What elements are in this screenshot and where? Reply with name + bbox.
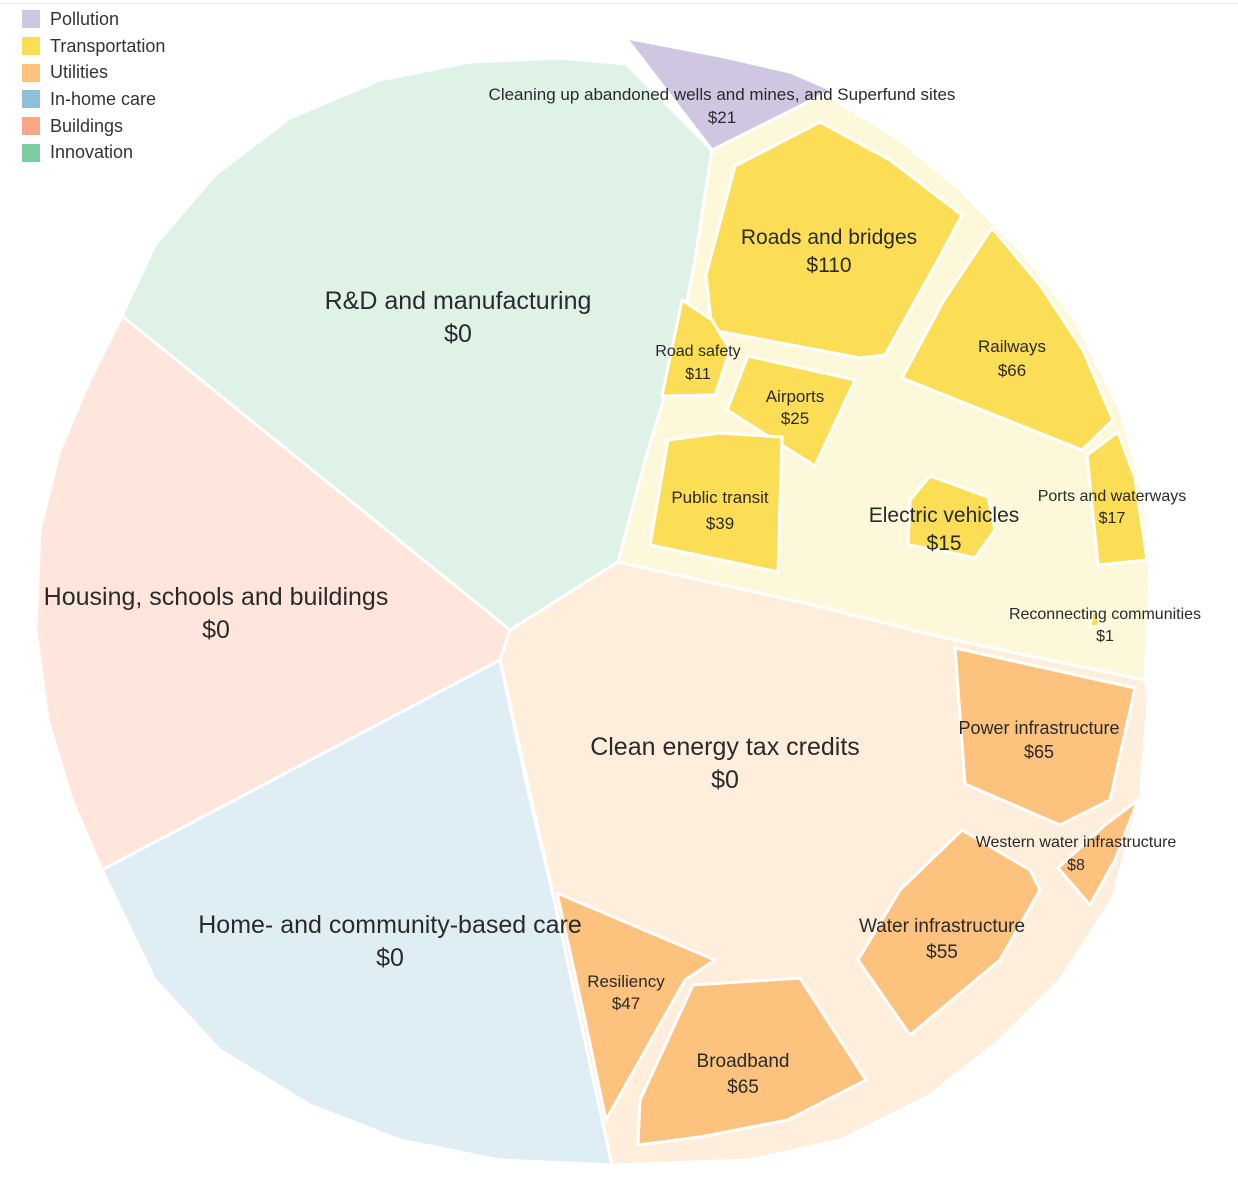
cell-value: $17 (1099, 510, 1126, 527)
cell-name: Electric vehicles (869, 504, 1020, 527)
cell-value: $47 (612, 994, 640, 1013)
cell-label-ports-and-waterways: Ports and waterways $17 (1038, 488, 1187, 527)
cell-label-roads-and-bridges: Roads and bridges $110 (741, 226, 917, 277)
cell-cleaning-up-abandoned-wells-and-mines-and-superfund-sites (624, 36, 834, 152)
cell-value: $55 (926, 942, 958, 963)
cell-ports-and-waterways (1085, 430, 1149, 567)
legend: Pollution Transportation Utilities In-home … (22, 6, 165, 166)
cell-name: Broadband (697, 1051, 790, 1072)
cell-value: $1 (1096, 628, 1114, 645)
legend-label: Utilities (50, 62, 109, 83)
cell-airports (725, 354, 857, 468)
cell-name: Public transit (671, 488, 769, 507)
cell-label-airports: Airports $25 (766, 387, 825, 428)
cell-name: Resiliency (587, 972, 665, 991)
cell-label-road-safety: Road safety $11 (655, 343, 740, 383)
cell-name: Clean energy tax credits (590, 733, 860, 761)
cell-label-r-d-and-manufacturing: R&D and manufacturing $0 (325, 287, 592, 348)
cell-value: $65 (727, 1077, 759, 1098)
cell-name: Reconnecting communities (1009, 606, 1201, 623)
cell-reconnecting-communities (1088, 608, 1102, 629)
top-divider (0, 3, 1238, 4)
cell-label-western-water-infrastructure: Western water infrastructure $8 (976, 834, 1177, 874)
cell-name: Road safety (655, 343, 740, 360)
cell-name: Western water infrastructure (976, 834, 1177, 851)
cell-public-transit (648, 431, 784, 574)
legend-label: Innovation (50, 142, 134, 163)
cell-value: $0 (711, 766, 739, 794)
cell-name: Ports and waterways (1038, 488, 1187, 505)
legend-item-transportation: Transportation (22, 33, 165, 60)
cell-western-water-infrastructure (1056, 798, 1140, 907)
cell-label-home-and-community-based-care: Home- and community-based care $0 (198, 911, 582, 972)
cell-railways (900, 226, 1115, 452)
cell-value: $8 (1067, 857, 1085, 874)
legend-label: Pollution (50, 8, 120, 29)
cell-name: Home- and community-based care (198, 911, 582, 939)
cell-name: Railways (978, 337, 1046, 356)
cell-label-power-infrastructure: Power infrastructure $65 (958, 718, 1119, 762)
cell-name: Power infrastructure (958, 718, 1119, 738)
legend-swatch (22, 143, 40, 162)
cell-name: Roads and bridges (741, 226, 917, 249)
cell-value: $110 (806, 254, 851, 277)
legend-item-utilities: Utilities (22, 59, 165, 86)
cell-label-public-transit: Public transit $39 (671, 488, 769, 533)
cell-name: Airports (766, 387, 825, 406)
cell-label-water-infrastructure: Water infrastructure $55 (859, 916, 1025, 963)
cell-label-electric-vehicles: Electric vehicles $15 (869, 504, 1020, 555)
cell-value: $0 (202, 616, 230, 644)
cell-name: Cleaning up abandoned wells and mines, a… (489, 85, 956, 104)
legend-item-innovation: Innovation (22, 139, 165, 166)
cell-value: $21 (708, 108, 736, 127)
cell-road-safety (660, 298, 732, 398)
legend-swatch (22, 117, 40, 136)
cell-resiliency (555, 891, 717, 1122)
cell-label-resiliency: Resiliency $47 (587, 972, 665, 1013)
cell-value: $65 (1024, 742, 1054, 762)
cell-label-reconnecting-communities: Reconnecting communities $1 (1009, 606, 1201, 645)
cell-name: Water infrastructure (859, 916, 1025, 937)
legend-swatch (22, 63, 40, 82)
cell-name: Housing, schools and buildings (44, 583, 389, 611)
cell-value: $0 (376, 944, 404, 972)
cell-value: $39 (706, 514, 734, 533)
cell-name: R&D and manufacturing (325, 287, 592, 315)
legend-label: Buildings (50, 115, 124, 136)
legend-label: Transportation (50, 35, 166, 56)
legend-item-buildings: Buildings (22, 113, 165, 140)
cell-value: $66 (998, 361, 1026, 380)
cell-value: $25 (781, 409, 809, 428)
cell-label-cleaning-up-abandoned-wells-and-mines-and-superfund-sites: Cleaning up abandoned wells and mines, a… (489, 85, 956, 127)
cell-label-broadband: Broadband $65 (697, 1051, 790, 1098)
cell-value: $15 (926, 532, 961, 555)
legend-label: In-home care (50, 88, 157, 109)
legend-item-in-home-care: In-home care (22, 86, 165, 113)
legend-item-pollution: Pollution (22, 6, 165, 33)
legend-swatch (22, 37, 40, 56)
cell-value: $11 (685, 366, 711, 383)
cell-roads-and-bridges (704, 120, 964, 360)
cell-power-infrastructure (953, 646, 1137, 827)
legend-swatch (22, 10, 40, 29)
cell-broadband (636, 976, 868, 1147)
cell-electric-vehicles (906, 474, 997, 560)
cell-label-clean-energy-tax-credits: Clean energy tax credits $0 (590, 733, 860, 794)
cell-value: $0 (444, 320, 472, 348)
cell-label-housing-schools-and-buildings: Housing, schools and buildings $0 (44, 583, 389, 644)
cell-water-infrastructure (856, 828, 1042, 1037)
cell-label-railways: Railways $66 (978, 337, 1046, 380)
legend-swatch (22, 90, 40, 109)
